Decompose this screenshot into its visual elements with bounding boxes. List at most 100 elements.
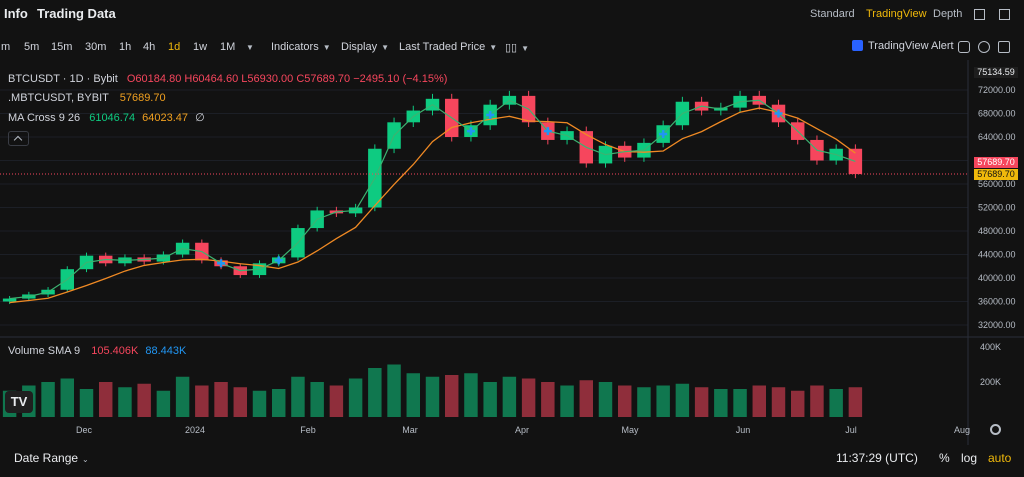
- volume-bar: [752, 385, 767, 417]
- mark-symbol[interactable]: .MBTCUSDT, BYBIT: [8, 92, 109, 104]
- price-tick-label: 48000.00: [978, 226, 1016, 236]
- interval-dropdown[interactable]: ▼: [242, 41, 254, 53]
- ma-label[interactable]: MA Cross 9 26: [8, 112, 81, 124]
- interval-1M[interactable]: 1M: [220, 41, 236, 53]
- ma-cross-marker: [486, 110, 495, 119]
- ma-cross-marker: [774, 109, 783, 118]
- volume-bar: [637, 387, 651, 417]
- layout-grid-icon[interactable]: [974, 9, 985, 20]
- interval-5m[interactable]: 5m: [24, 41, 40, 53]
- interval-1w[interactable]: 1w: [193, 41, 208, 53]
- log-toggle[interactable]: log: [961, 451, 978, 465]
- volume-bar: [310, 382, 324, 417]
- ohlc-close: C57689.70: [296, 73, 351, 85]
- volume-bar: [368, 368, 382, 417]
- gear-icon[interactable]: [990, 424, 1001, 435]
- volume-bar: [598, 382, 613, 417]
- volume-tick-label: 400K: [980, 342, 1001, 352]
- volume-bar: [387, 364, 401, 417]
- interval-30m[interactable]: 30m: [85, 41, 107, 53]
- volume-bar: [694, 387, 709, 417]
- chevron-down-icon: ▼: [246, 43, 254, 52]
- ma-slow-line: [9, 107, 856, 304]
- volume-bar: [98, 382, 113, 417]
- interval-1h[interactable]: 1h: [119, 41, 132, 53]
- volume-bar: [521, 378, 536, 417]
- chart-type-button[interactable]: ▯▯ ▼: [505, 41, 529, 54]
- tab-info[interactable]: Info: [4, 6, 28, 21]
- chevron-down-icon: ⌄: [82, 455, 89, 464]
- chevron-down-icon: ▼: [521, 44, 530, 53]
- utc-clock[interactable]: 11:37:29 (UTC): [836, 451, 918, 465]
- volume-sma-value: 88.443K: [145, 345, 187, 357]
- fullscreen-icon[interactable]: [999, 9, 1010, 20]
- volume-bar: [790, 390, 805, 417]
- volume-bar: [560, 385, 574, 417]
- volume-bar: [464, 373, 478, 417]
- price-tick-label: 32000.00: [978, 320, 1016, 330]
- volume-bar: [541, 382, 555, 417]
- last-price-tag: 57689.70: [974, 157, 1018, 168]
- interval-15m[interactable]: 15m: [51, 41, 73, 53]
- volume-bar: [175, 376, 190, 417]
- camera-icon[interactable]: [958, 41, 970, 53]
- tradingview-logo: TV: [5, 391, 33, 413]
- date-range-label: Date Range: [14, 451, 79, 465]
- expand-icon[interactable]: [998, 41, 1010, 53]
- price-tick-label: 56000.00: [978, 179, 1016, 189]
- candle: [2, 295, 17, 305]
- volume-bar: [137, 383, 151, 417]
- time-tick-label: 2024: [185, 425, 205, 435]
- interval-1d[interactable]: 1d: [168, 41, 181, 53]
- tradingview-alert-button[interactable]: TradingView Alert: [848, 40, 958, 55]
- axis-top-price: 75134.59: [974, 67, 1018, 78]
- collapse-legend-button[interactable]: [8, 131, 29, 146]
- interval-4h[interactable]: 4h: [143, 41, 156, 53]
- volume-bar: [810, 385, 824, 417]
- volume-bar: [829, 389, 843, 417]
- ma-fast-value: 61046.74: [89, 112, 136, 124]
- volume-bar: [233, 387, 248, 417]
- settings-icon[interactable]: [978, 41, 990, 53]
- volume-bar: [156, 390, 171, 417]
- display-button[interactable]: Display ▼: [341, 41, 389, 53]
- candles-icon: ▯▯: [505, 42, 518, 54]
- ma-legend: MA Cross 9 26 61046.74 64023.47 ∅: [8, 111, 205, 124]
- volume-bar: [483, 382, 497, 417]
- date-range-button[interactable]: Date Range ⌄: [14, 451, 89, 465]
- volume-bar: [733, 389, 747, 417]
- volume-bar: [579, 380, 594, 417]
- volume-bar: [714, 389, 728, 417]
- volume-bar: [348, 378, 363, 417]
- time-tick-label: Jun: [736, 425, 751, 435]
- view-depth[interactable]: Depth: [933, 8, 963, 20]
- interval-m[interactable]: m: [1, 41, 11, 53]
- chart-toolbar: m 5m 15m 30m 1h 4h 1d 1w 1M ▼ Indicators…: [0, 36, 1024, 58]
- auto-toggle[interactable]: auto: [988, 451, 1012, 465]
- symbol-name[interactable]: BTCUSDT · 1D · Bybit: [8, 73, 118, 85]
- top-bar: Info Trading Data Standard TradingView D…: [0, 0, 1024, 28]
- ma-fast-line: [9, 99, 856, 300]
- alert-icon: [852, 40, 863, 51]
- volume-label[interactable]: Volume SMA 9: [8, 345, 81, 357]
- volume-legend: Volume SMA 9 105.406K 88.443K: [8, 345, 186, 357]
- volume-bar: [79, 389, 94, 417]
- percent-toggle[interactable]: %: [939, 451, 950, 465]
- ohlc-high: H60464.60: [184, 73, 239, 85]
- volume-bar: [118, 387, 132, 417]
- tab-trading-data[interactable]: Trading Data: [37, 6, 116, 21]
- bottom-bar: Date Range ⌄ 11:37:29 (UTC) % log auto: [0, 445, 1024, 477]
- ma-cross-marker: [659, 130, 668, 139]
- volume-bar: [271, 389, 286, 417]
- view-tradingview[interactable]: TradingView: [866, 8, 927, 20]
- view-standard[interactable]: Standard: [810, 8, 855, 20]
- price-chart[interactable]: 72000.0068000.0064000.0060000.0056000.00…: [0, 60, 1024, 445]
- indicators-button[interactable]: Indicators ▼: [271, 41, 331, 53]
- ma-hidden-icon[interactable]: ∅: [195, 112, 205, 124]
- display-label: Display: [341, 41, 378, 53]
- price-type-button[interactable]: Last Traded Price ▼: [399, 41, 497, 53]
- mark-legend: .MBTCUSDT, BYBIT 57689.70: [8, 92, 166, 104]
- volume-bar: [502, 376, 517, 417]
- time-tick-label: Mar: [402, 425, 418, 435]
- price-tick-label: 64000.00: [978, 132, 1016, 142]
